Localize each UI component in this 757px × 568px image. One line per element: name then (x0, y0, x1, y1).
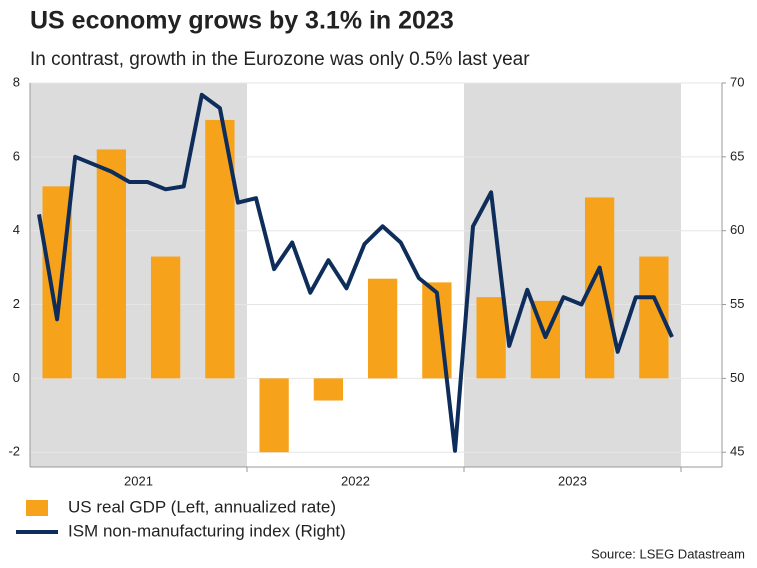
y2-tick-label: 70 (730, 74, 744, 89)
bar (367, 278, 398, 379)
legend-label: ISM non-manufacturing index (Right) (68, 521, 346, 540)
bar (150, 256, 181, 379)
chart-subtitle: In contrast, growth in the Eurozone was … (30, 49, 530, 70)
y-tick-label: -2 (8, 444, 20, 459)
bar (313, 378, 344, 401)
bar (96, 149, 127, 379)
source: Source: LSEG Datastream (591, 546, 745, 561)
y2-tick-label: 55 (730, 296, 744, 311)
legend-label: US real GDP (Left, annualized rate) (68, 497, 336, 516)
y2-tick-label: 45 (730, 444, 744, 459)
chart-title: US economy grows by 3.1% in 2023 (30, 7, 454, 35)
y-tick-label: 2 (13, 296, 20, 311)
x-tick-label: 2022 (341, 473, 370, 488)
y-tick-label: 4 (13, 222, 20, 237)
y-tick-label: 6 (13, 148, 20, 163)
bar (259, 378, 289, 453)
y2-tick-label: 65 (730, 148, 744, 163)
y2-tick-label: 60 (730, 222, 744, 237)
line (37, 92, 674, 453)
y-tick-label: 0 (13, 370, 20, 385)
legend-swatch (26, 500, 48, 516)
bar (476, 297, 506, 379)
y2-tick-label: 50 (730, 370, 744, 385)
x-tick-label: 2021 (124, 473, 153, 488)
x-tick-label: 2023 (558, 473, 587, 488)
y-tick-label: 8 (13, 74, 20, 89)
